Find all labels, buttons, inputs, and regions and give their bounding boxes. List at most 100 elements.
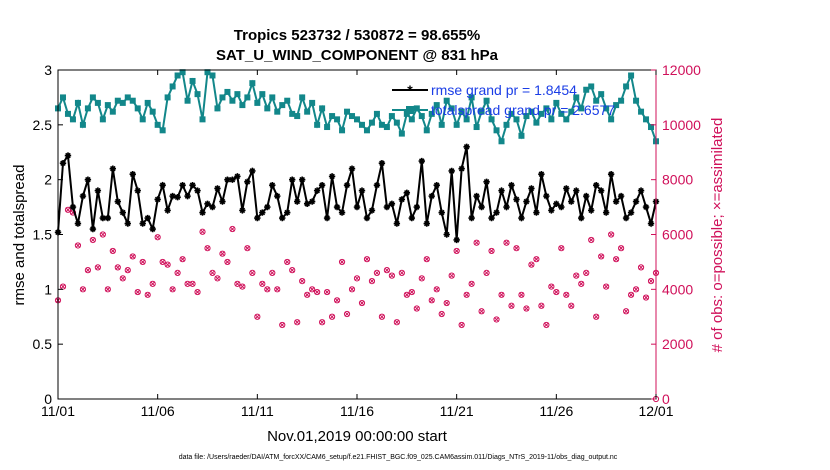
obs-possible-point: [598, 253, 605, 260]
obs-possible-point: [159, 258, 166, 266]
obs-possible-point: [428, 297, 435, 304]
totalspread-point: [558, 110, 565, 117]
obs-possible-point: [343, 310, 351, 318]
totalspread-point: [643, 116, 650, 123]
obs-possible-point: [99, 231, 106, 238]
obs-possible-point: [224, 258, 231, 266]
obs-assimilated-point: [538, 303, 544, 309]
obs-assimilated-point: [354, 275, 360, 281]
obs-possible-point: [608, 231, 615, 238]
obs-possible-point: [483, 269, 490, 276]
obs-assimilated-point: [334, 297, 340, 303]
totalspread-point: [304, 108, 311, 115]
obs-possible-point: [164, 261, 171, 268]
totalspread-point: [498, 138, 505, 145]
totalspread-point: [114, 97, 121, 104]
rmse-point: [373, 181, 381, 189]
totalspread-point: [473, 124, 480, 131]
obs-assimilated-point: [484, 270, 490, 276]
obs-assimilated-point: [214, 275, 221, 281]
totalspread-point: [109, 108, 116, 115]
obs-possible-point: [523, 305, 530, 312]
totalspread-point: [334, 116, 341, 123]
rmse-point: [348, 165, 356, 172]
obs-possible-point: [333, 297, 341, 304]
obs-assimilated-point: [528, 262, 534, 268]
obs-possible-point: [84, 267, 92, 274]
totalspread-point: [64, 110, 71, 117]
obs-assimilated-point: [543, 322, 549, 328]
rmse-point: [189, 181, 196, 189]
obs-assimilated-point: [199, 229, 206, 235]
totalspread-point: [503, 121, 510, 128]
rmse-point: [328, 173, 336, 180]
totalspread-point: [578, 105, 585, 112]
obs-assimilated-point: [279, 322, 285, 328]
obs-possible-point: [513, 245, 520, 252]
totalspread-point: [174, 72, 181, 79]
totalspread-point: [244, 94, 251, 101]
totalspread-point: [413, 105, 420, 112]
totalspread-point: [294, 113, 301, 120]
rmse-point: [99, 214, 107, 222]
rmse-point: [274, 192, 281, 200]
totalspread-point: [408, 116, 415, 123]
obs-possible-point: [279, 321, 286, 329]
totalspread-point: [59, 94, 66, 101]
obs-assimilated-point: [628, 292, 634, 298]
y-left-tick-label: 1.5: [33, 227, 53, 243]
rmse-point: [498, 187, 505, 194]
rmse-point: [518, 214, 525, 222]
obs-possible-point: [548, 283, 555, 290]
totalspread-point: [368, 119, 375, 126]
rmse-point: [528, 185, 535, 192]
obs-possible-point: [194, 288, 201, 296]
rmse-point: [388, 200, 396, 207]
legend-rmse-label: rmse grand pr = 1.8454: [431, 82, 577, 98]
obs-assimilated-point: [369, 278, 375, 284]
rmse-point: [308, 198, 316, 205]
totalspread-series: [55, 69, 659, 145]
totalspread-point: [254, 99, 261, 106]
obs-assimilated-point: [170, 286, 176, 292]
totalspread-point: [134, 105, 141, 112]
obs-possible-point: [94, 264, 101, 271]
rmse-series: [54, 143, 660, 244]
obs-assimilated-point: [374, 270, 380, 276]
rmse-point: [119, 209, 126, 216]
totalspread-point: [259, 91, 266, 98]
rmse-point: [219, 198, 226, 205]
totalspread-point: [224, 88, 231, 95]
rmse-point: [279, 214, 286, 222]
totalspread-point: [119, 99, 126, 106]
obs-assimilated-point: [603, 284, 609, 290]
obs-assimilated-point: [294, 319, 300, 325]
totalspread-point: [189, 77, 196, 84]
rmse-point: [239, 207, 246, 214]
obs-possible-point: [568, 302, 575, 309]
rmse-point: [612, 198, 620, 205]
x-axis-label: Nov.01,2019 00:00:00 start: [267, 428, 448, 445]
rmse-point: [124, 220, 131, 227]
obs-assimilated-point: [65, 207, 71, 213]
rmse-point: [423, 220, 430, 227]
obs-assimilated-point: [498, 292, 505, 298]
obs-assimilated-point: [189, 281, 196, 287]
rmse-point: [627, 209, 635, 216]
rmse-point: [358, 187, 366, 194]
rmse-point: [473, 192, 480, 200]
obs-assimilated-point: [518, 292, 525, 298]
rmse-point: [224, 176, 231, 183]
y-left-tick-label: 2.5: [33, 117, 53, 133]
obs-possible-point: [129, 253, 136, 260]
totalspread-point: [184, 97, 191, 104]
totalspread-point: [638, 108, 645, 115]
obs-possible-point: [139, 258, 146, 266]
rmse-point: [533, 209, 540, 216]
rmse-point: [513, 196, 520, 203]
rmse-point: [553, 200, 560, 207]
obs-possible-point: [274, 286, 281, 293]
totalspread-point: [209, 72, 216, 79]
rmse-point: [428, 192, 435, 200]
totalspread-point: [593, 97, 600, 104]
